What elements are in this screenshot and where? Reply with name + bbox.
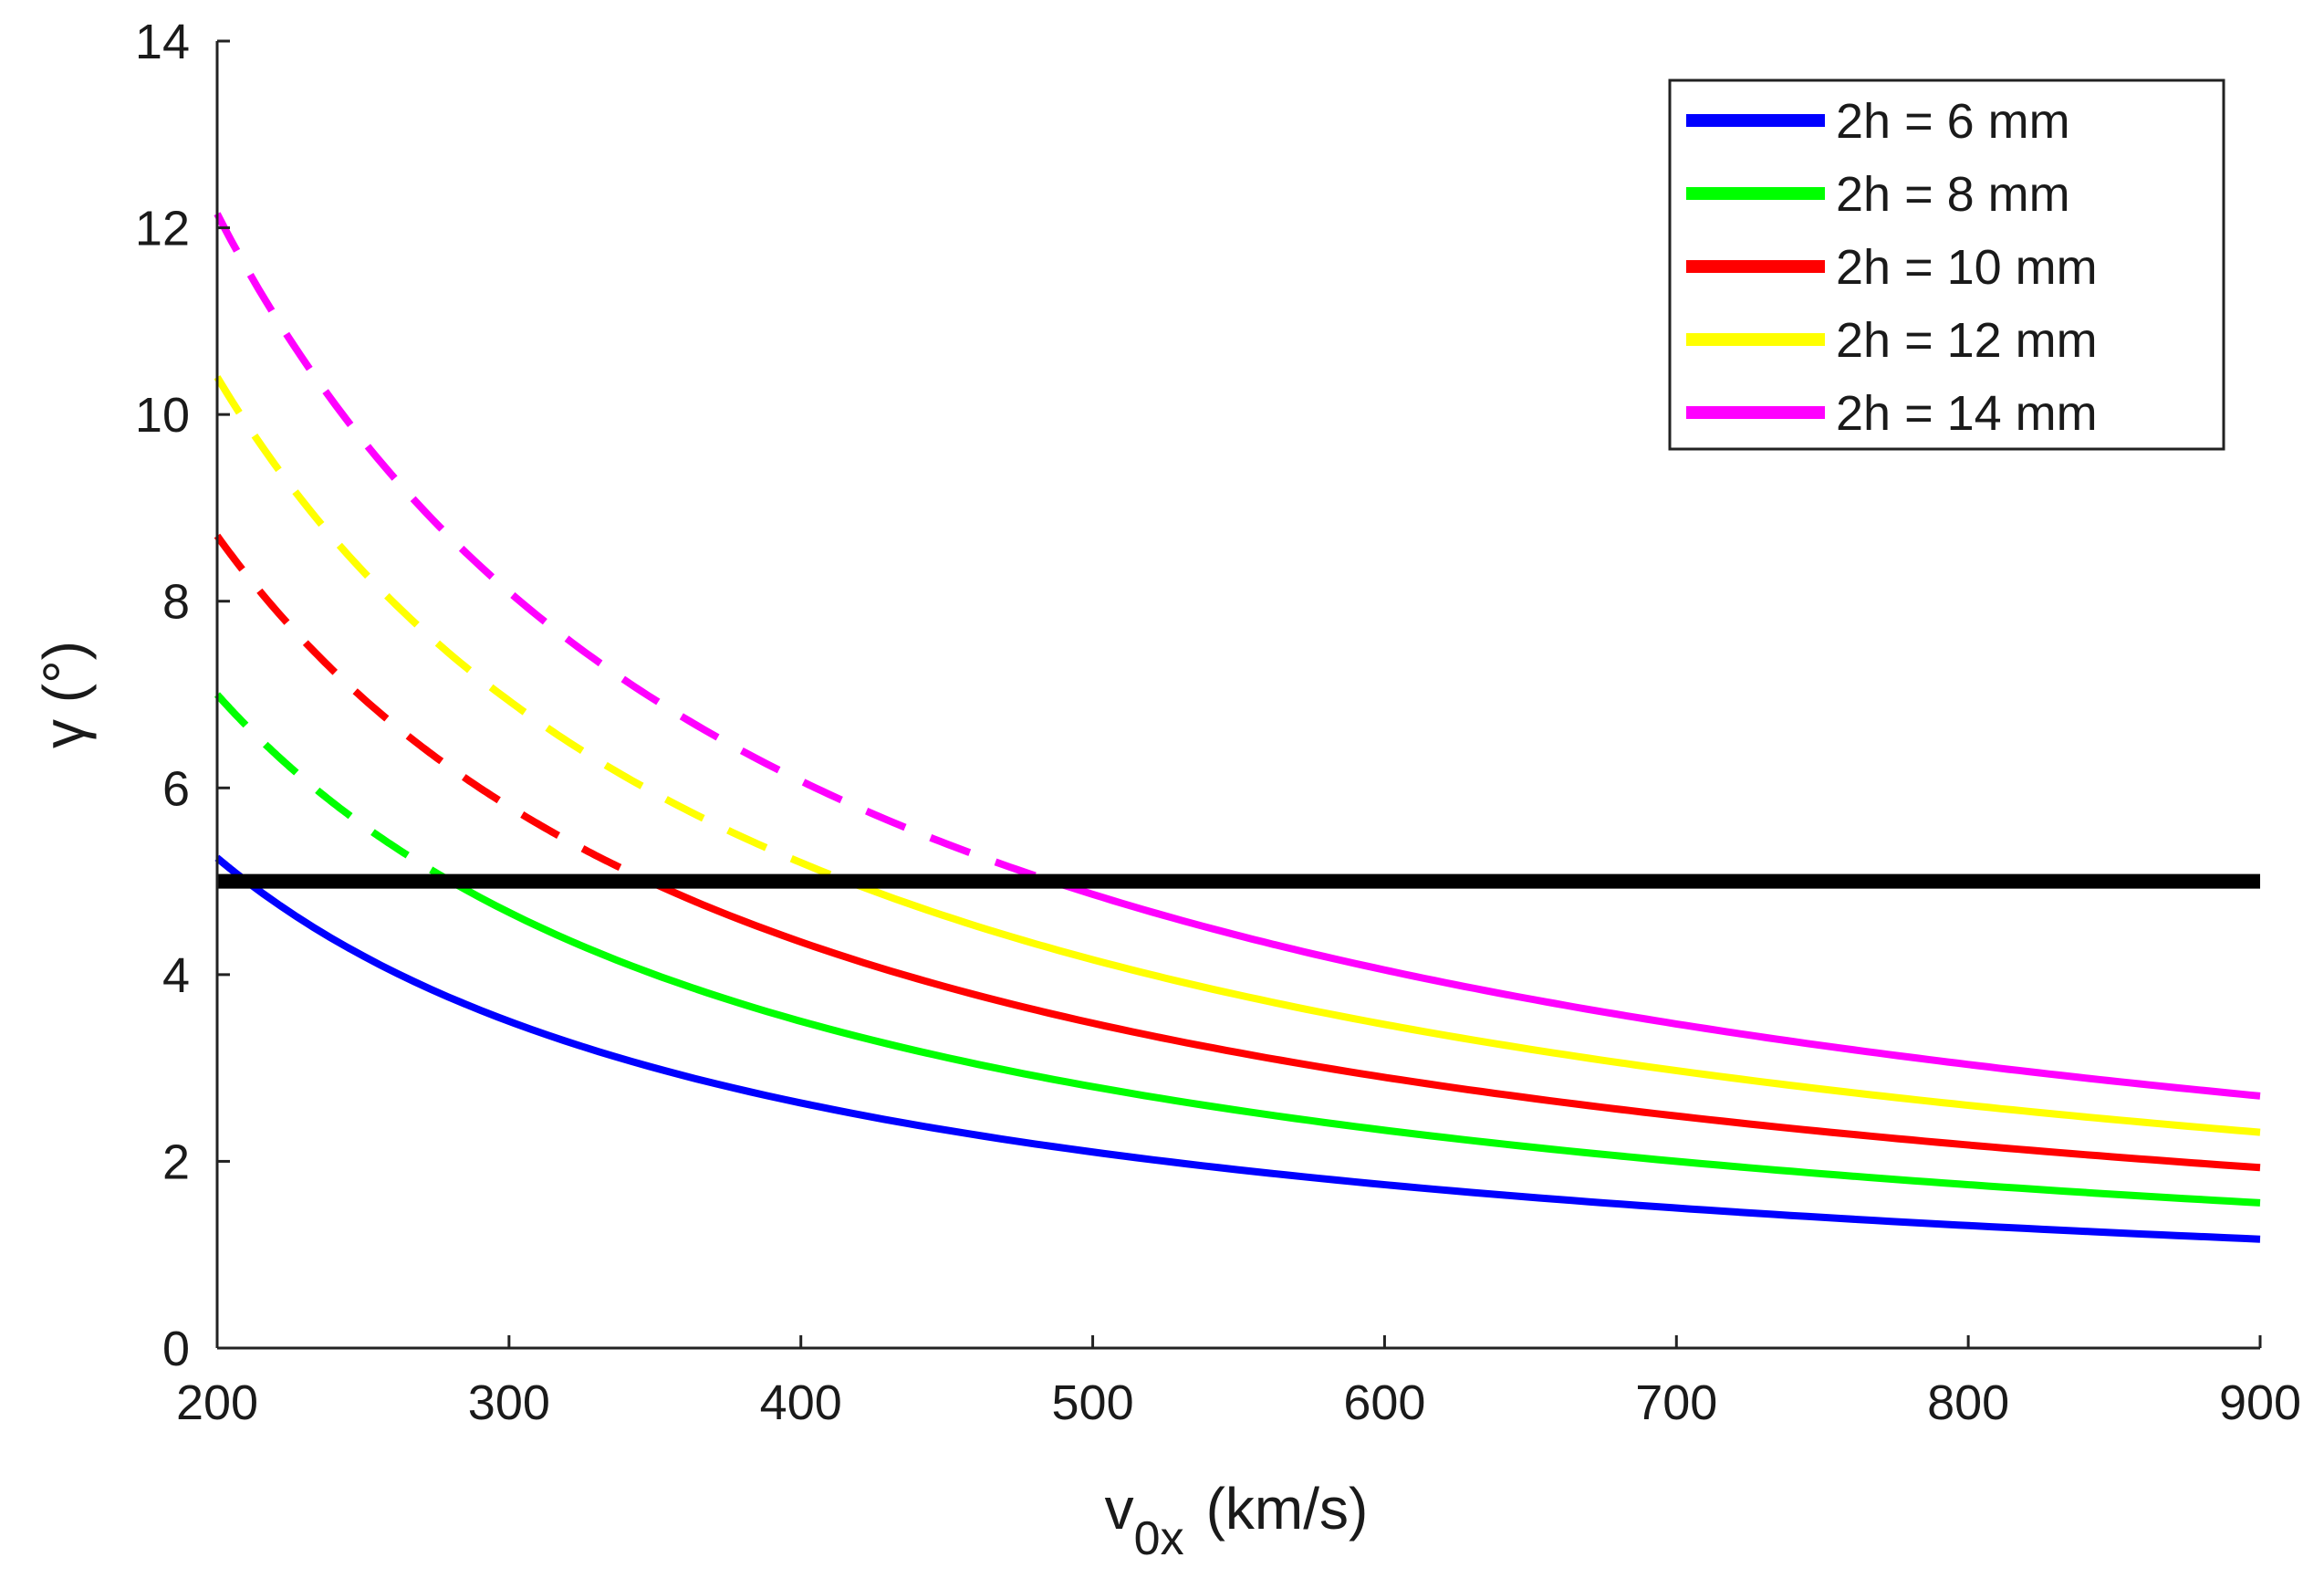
- x-tick-label: 300: [468, 1375, 550, 1430]
- y-tick-label: 2: [162, 1134, 190, 1189]
- y-tick-label: 12: [135, 202, 190, 256]
- y-ticks: 0 2 4 6 8 10 12 14: [135, 15, 230, 1376]
- axes: [215, 41, 2260, 1350]
- series-3-solid: [846, 877, 2261, 1136]
- x-ticks: 200 300 400 500 600 700 800 900: [176, 1335, 2301, 1430]
- x-tick-label: 400: [760, 1375, 842, 1430]
- x-tick-label: 600: [1343, 1375, 1425, 1430]
- x-tick-label: 700: [1635, 1375, 1717, 1430]
- series-1-solid: [448, 878, 2261, 1207]
- legend-label: 2h = 12 mm: [1836, 313, 2098, 368]
- y-axis-label: γ (°): [31, 641, 97, 748]
- x-axis-label: v0x (km/s): [1105, 1476, 1369, 1565]
- series-2-dashed: [214, 533, 651, 885]
- y-tick-label: 10: [135, 388, 190, 443]
- y-tick-label: 4: [162, 948, 190, 1003]
- series-0-solid: [244, 878, 2261, 1243]
- y-tick-label: 14: [135, 15, 190, 69]
- x-tick-label: 900: [2219, 1375, 2301, 1430]
- series-curves: [214, 212, 2261, 1243]
- legend: 2h = 6 mm 2h = 8 mm 2h = 10 mm 2h = 12 mm 2h…: [1668, 78, 2225, 451]
- y-tick-label: 6: [162, 761, 190, 816]
- x-tick-label: 500: [1052, 1375, 1134, 1430]
- x-tick-label: 800: [1927, 1375, 2009, 1430]
- legend-label: 2h = 14 mm: [1836, 386, 2098, 441]
- series-1-dashed: [214, 692, 453, 885]
- series-4-solid: [1050, 877, 2261, 1100]
- series-4-dashed: [214, 212, 1054, 885]
- x-axis-label-subscript: 0x: [1134, 1512, 1184, 1565]
- legend-label: 2h = 10 mm: [1836, 240, 2098, 295]
- x-axis-label-unit: (km/s): [1206, 1476, 1369, 1542]
- y-tick-label: 0: [162, 1322, 190, 1376]
- legend-label: 2h = 8 mm: [1836, 167, 2070, 222]
- y-tick-label: 8: [162, 575, 190, 630]
- series-2-solid: [647, 877, 2261, 1172]
- series-3-dashed: [214, 375, 849, 885]
- x-axis-label-main: v: [1105, 1476, 1134, 1542]
- x-tick-label: 200: [176, 1375, 258, 1430]
- legend-label: 2h = 6 mm: [1836, 94, 2070, 149]
